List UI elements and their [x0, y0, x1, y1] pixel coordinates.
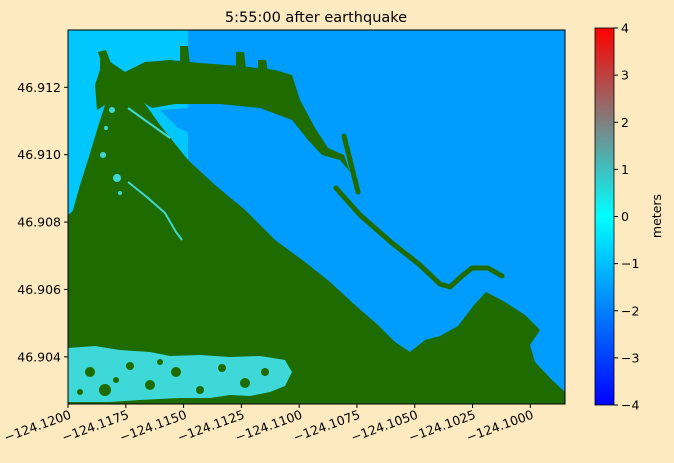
y-tick-label: 46.910 — [17, 147, 61, 162]
map-panel — [68, 30, 565, 404]
x-axis: −124.1200−124.1175−124.1150−124.1125−124… — [2, 404, 535, 445]
colorbar-tick-label: 4 — [621, 21, 629, 36]
west-shore-strip — [68, 78, 118, 240]
y-tick-label: 46.904 — [17, 349, 61, 364]
y-axis: 46.904 46.906 46.908 46.910 46.912 — [17, 80, 68, 364]
colorbar-tick-label: 3 — [621, 68, 629, 83]
colorbar: −4 −3 −2 −1 0 1 2 3 4 meters — [594, 21, 664, 413]
colorbar-tick-label: −2 — [621, 303, 639, 318]
flooded-land — [68, 107, 292, 402]
north-spit — [95, 55, 350, 172]
colorbar-tick-label: 2 — [621, 115, 629, 130]
spit-spikes — [98, 46, 268, 77]
north-jetty — [341, 133, 361, 195]
colorbar-tick-label: −4 — [621, 398, 639, 413]
south-jetty — [333, 185, 505, 290]
inner-bay — [160, 108, 300, 168]
plot-frame — [67, 29, 566, 405]
x-tick-label: −124.1000 — [464, 407, 535, 445]
y-tick-label: 46.906 — [17, 282, 61, 297]
colorbar-tick-label: 0 — [621, 209, 629, 224]
y-tick-label: 46.908 — [17, 215, 61, 230]
colorbar-label: meters — [649, 194, 664, 238]
colorbar-tick-label: −3 — [621, 350, 639, 365]
colorbar-ticks: −4 −3 −2 −1 0 1 2 3 4 — [614, 21, 639, 413]
chart-title: 5:55:00 after earthquake — [225, 10, 407, 26]
y-tick-label: 46.912 — [17, 80, 61, 95]
land-mass — [68, 90, 565, 404]
colorbar-gradient — [594, 27, 615, 406]
colorbar-tick-label: 1 — [621, 162, 629, 177]
colorbar-tick-label: −1 — [621, 256, 639, 271]
